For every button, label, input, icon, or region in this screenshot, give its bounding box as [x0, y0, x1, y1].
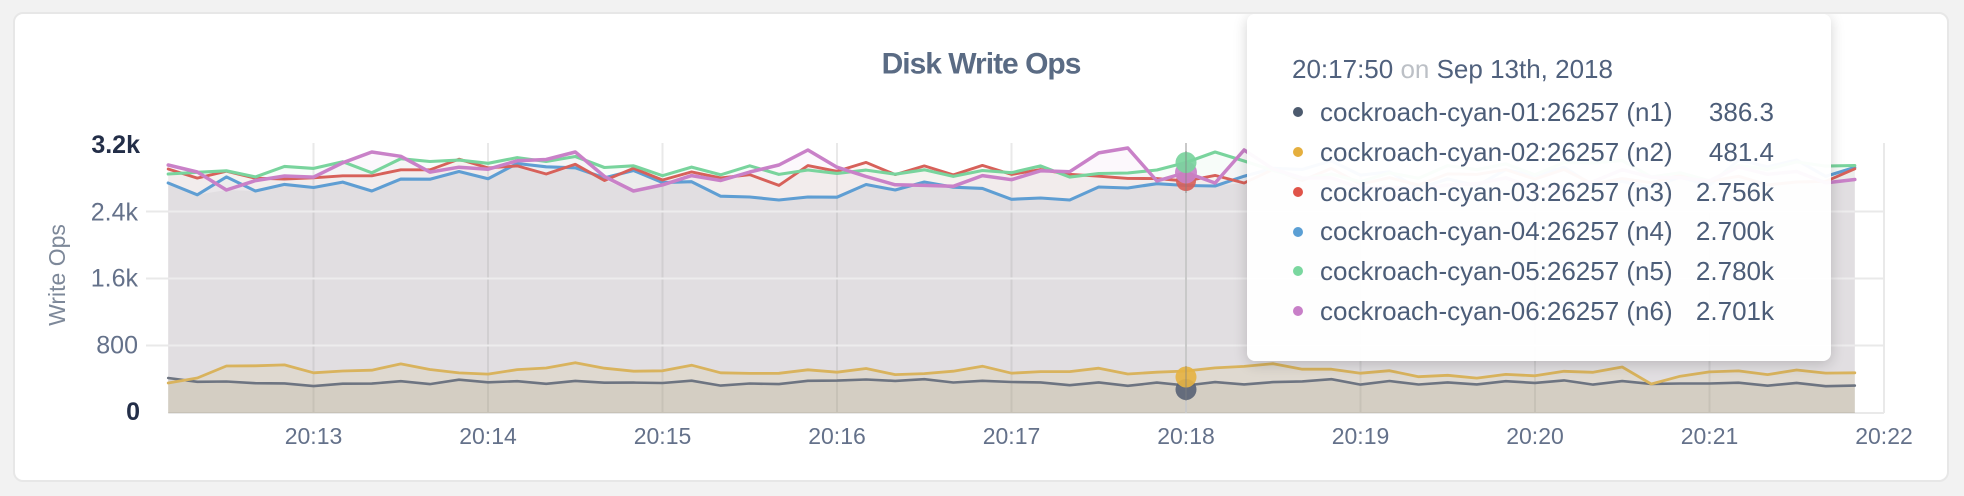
- svg-text:1.6k: 1.6k: [91, 265, 139, 293]
- svg-text:2.4k: 2.4k: [91, 199, 139, 227]
- svg-text:20:20: 20:20: [1506, 423, 1564, 449]
- svg-text:20:15: 20:15: [634, 423, 692, 449]
- svg-text:20:17: 20:17: [983, 423, 1041, 449]
- svg-text:20:21: 20:21: [1681, 423, 1739, 449]
- svg-text:20:22: 20:22: [1855, 423, 1913, 449]
- svg-text:20:18: 20:18: [1157, 423, 1215, 449]
- svg-text:3.2k: 3.2k: [91, 131, 140, 159]
- svg-text:20:13: 20:13: [285, 423, 343, 449]
- svg-text:20:14: 20:14: [459, 423, 517, 449]
- svg-text:Write Ops: Write Ops: [44, 224, 70, 326]
- svg-text:800: 800: [96, 332, 138, 360]
- svg-text:20:19: 20:19: [1332, 423, 1390, 449]
- svg-text:0: 0: [126, 398, 140, 426]
- svg-text:Disk Write Ops: Disk Write Ops: [882, 48, 1081, 81]
- svg-text:20:16: 20:16: [808, 423, 866, 449]
